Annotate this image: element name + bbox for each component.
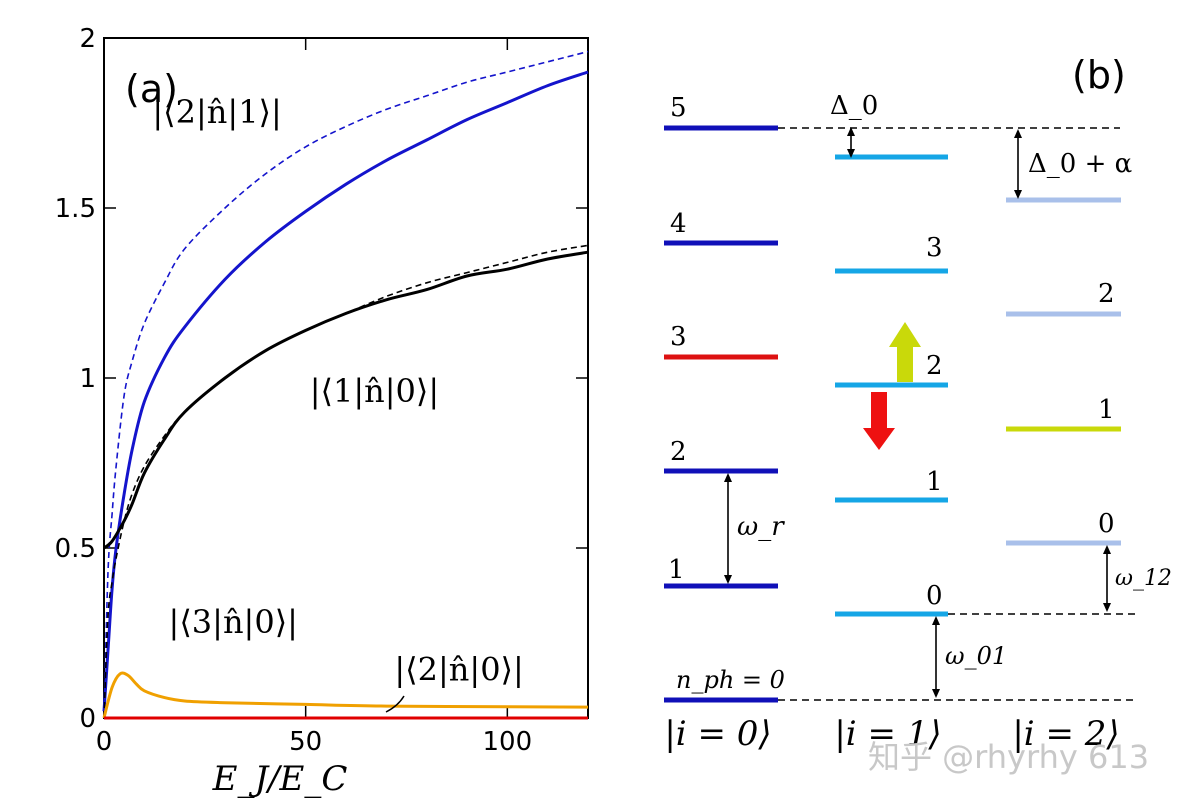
level-label: 2 [1098, 279, 1115, 309]
annotation-10: |⟨1|n̂|0⟩| [310, 372, 439, 410]
series-line-3 [103, 244, 589, 719]
y-tick-label: 0.5 [55, 534, 96, 564]
series-lines [102, 50, 589, 720]
series-line-2 [103, 250, 589, 550]
level-label: 4 [670, 209, 687, 239]
level-label: 1 [1098, 395, 1115, 425]
omega-r-label: ω_r [737, 512, 785, 542]
level-label: 3 [670, 322, 687, 352]
delta0-label: Δ_0 [830, 91, 878, 121]
panel-a-plot: 0 50 100 0 0.5 1 1.5 2 (a) |⟨2|n̂|1⟩| |⟨1|n̂|0⟩… [55, 24, 589, 799]
level-label: n_ph = 0 [676, 666, 785, 694]
panel-a-label: (a) [125, 67, 178, 111]
level-label: 0 [926, 581, 943, 611]
level-label: 2 [926, 351, 943, 381]
y-tick-label: 1.5 [55, 194, 96, 224]
series-line-4 [102, 671, 589, 719]
level-label: 0 [1098, 509, 1115, 539]
annotation-20-pointer [385, 695, 405, 713]
panel-b-label: (b) [1072, 53, 1126, 97]
tick-marks [103, 37, 588, 719]
level-label: 3 [926, 233, 943, 263]
x-tick-label: 50 [289, 727, 322, 757]
annotation-20: |⟨2|n̂|0⟩| [394, 651, 523, 689]
x-tick-label: 0 [96, 727, 113, 757]
level-label: 1 [926, 467, 943, 497]
level-label: 2 [670, 437, 687, 467]
annotation-30: |⟨3|n̂|0⟩| [169, 603, 298, 641]
tick-labels: 0 50 100 0 0.5 1 1.5 2 [55, 24, 533, 757]
omega-01-label: ω_01 [945, 642, 1007, 670]
delta0-alpha-label: Δ_0 + α [1028, 149, 1132, 179]
y-tick-label: 2 [79, 24, 96, 54]
column-label-i2: |i = 2⟩ [1012, 714, 1119, 754]
series-line-1 [103, 50, 589, 719]
omega-12-label: ω_12 [1115, 566, 1172, 591]
panel-b-diagram: (b) n_ph = 0 1 2 3 4 5 0 1 2 3 0 1 [664, 53, 1172, 754]
level-label: 1 [668, 555, 685, 585]
x-tick-label: 100 [483, 727, 533, 757]
annotation-21: |⟨2|n̂|1⟩| [152, 93, 281, 131]
up-block-arrow [889, 322, 921, 382]
x-axis-label: E_J/E_C [212, 759, 348, 799]
column-label-i1: |i = 1⟩ [834, 714, 941, 754]
down-block-arrow [863, 392, 895, 450]
y-tick-label: 1 [79, 364, 96, 394]
level-label: 5 [670, 93, 687, 123]
series-line-0 [102, 70, 589, 712]
y-tick-label: 0 [79, 704, 96, 734]
watermark-text: 知乎 @rhyrhy 613 [868, 738, 1149, 776]
column-label-i0: |i = 0⟩ [664, 714, 771, 754]
